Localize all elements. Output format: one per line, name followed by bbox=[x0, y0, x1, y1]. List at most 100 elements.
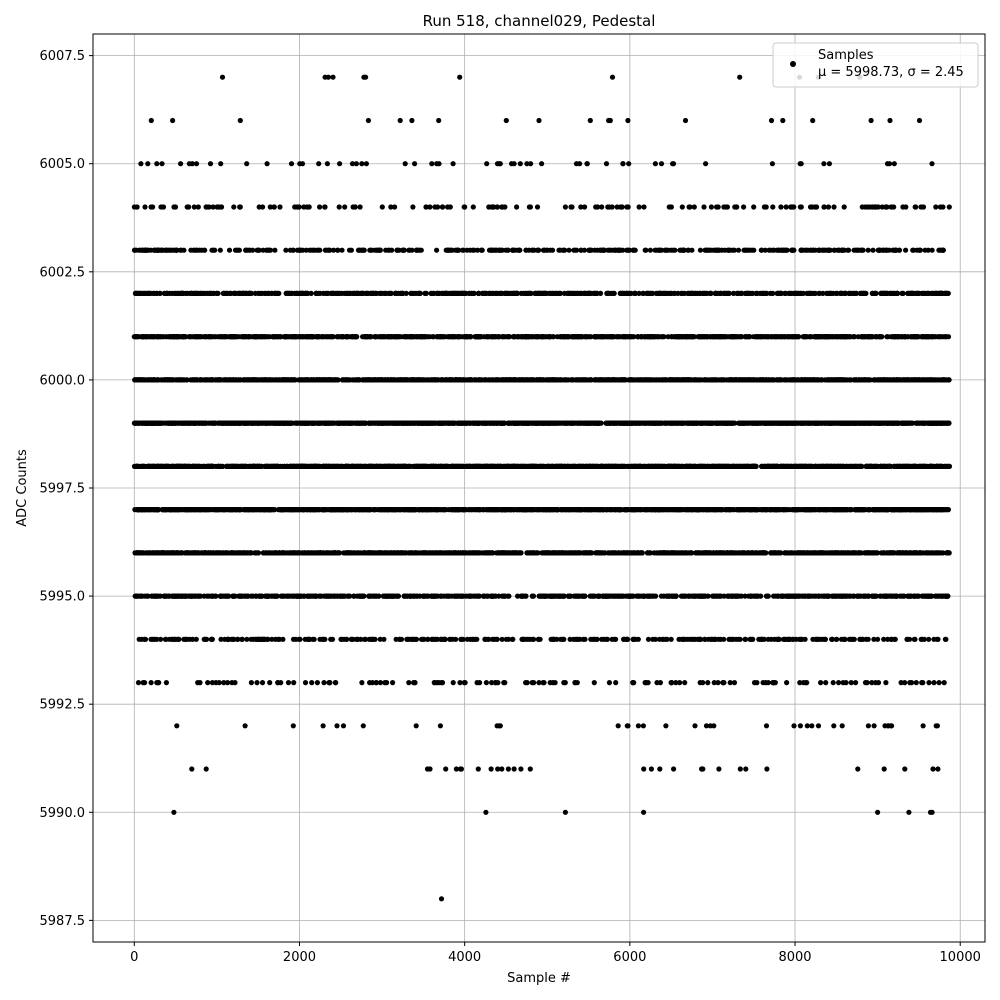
data-point bbox=[511, 507, 517, 513]
data-point bbox=[657, 766, 663, 772]
data-point bbox=[496, 550, 502, 556]
data-point bbox=[651, 507, 657, 513]
data-point bbox=[823, 680, 829, 686]
data-point bbox=[182, 636, 188, 642]
data-point bbox=[144, 550, 151, 556]
data-point bbox=[818, 680, 824, 686]
data-point bbox=[850, 550, 856, 556]
data-point bbox=[231, 636, 237, 642]
data-point bbox=[561, 550, 568, 556]
data-point bbox=[209, 680, 215, 686]
data-point bbox=[703, 723, 710, 729]
data-point bbox=[648, 766, 655, 772]
data-point bbox=[708, 636, 715, 642]
data-point bbox=[745, 550, 751, 556]
data-point bbox=[483, 809, 489, 815]
data-point bbox=[921, 593, 927, 599]
data-point bbox=[575, 593, 581, 599]
data-point bbox=[334, 593, 340, 599]
data-point bbox=[321, 680, 327, 686]
data-point bbox=[673, 680, 679, 686]
data-point bbox=[373, 593, 379, 599]
data-point bbox=[586, 507, 592, 513]
data-point bbox=[340, 723, 347, 729]
data-point bbox=[643, 680, 649, 686]
data-point bbox=[780, 593, 786, 599]
data-point bbox=[216, 507, 222, 513]
data-point bbox=[213, 680, 219, 686]
data-point bbox=[275, 680, 281, 686]
data-point bbox=[230, 593, 236, 599]
data-point bbox=[919, 680, 925, 686]
data-point bbox=[646, 463, 652, 469]
data-point bbox=[139, 593, 145, 599]
data-point bbox=[736, 507, 742, 513]
data-point bbox=[213, 593, 219, 599]
data-point bbox=[754, 550, 760, 556]
data-point bbox=[692, 636, 698, 642]
data-point bbox=[502, 507, 509, 513]
data-point bbox=[417, 593, 423, 599]
data-point bbox=[743, 766, 749, 772]
data-point bbox=[218, 593, 224, 599]
data-point bbox=[784, 507, 790, 513]
data-point bbox=[785, 636, 791, 642]
data-point bbox=[931, 680, 937, 686]
data-point bbox=[259, 507, 265, 513]
data-point bbox=[743, 636, 749, 642]
data-point bbox=[802, 593, 808, 599]
data-point bbox=[942, 636, 949, 642]
data-point bbox=[265, 636, 271, 642]
data-point bbox=[413, 723, 419, 729]
data-point bbox=[193, 593, 199, 599]
data-point bbox=[492, 680, 498, 686]
data-point bbox=[224, 636, 231, 642]
data-point bbox=[476, 550, 482, 556]
data-point bbox=[692, 463, 699, 469]
data-point bbox=[453, 507, 459, 513]
data-point bbox=[873, 680, 879, 686]
data-point bbox=[865, 636, 871, 642]
data-point bbox=[857, 593, 863, 599]
data-point bbox=[163, 680, 169, 686]
data-point bbox=[774, 507, 780, 513]
data-point bbox=[502, 680, 508, 686]
data-point bbox=[175, 593, 181, 599]
data-point bbox=[526, 550, 533, 556]
data-point bbox=[377, 680, 383, 686]
data-point bbox=[748, 593, 754, 599]
data-point bbox=[924, 550, 930, 556]
data-point bbox=[661, 593, 667, 599]
data-point bbox=[869, 680, 875, 686]
data-point bbox=[561, 680, 567, 686]
data-point bbox=[308, 550, 315, 556]
data-point bbox=[607, 507, 614, 513]
data-point bbox=[892, 636, 898, 642]
data-point bbox=[350, 636, 356, 642]
data-point bbox=[682, 680, 688, 686]
data-point bbox=[650, 636, 656, 642]
data-point bbox=[396, 636, 403, 642]
data-point bbox=[211, 507, 217, 513]
data-point bbox=[574, 680, 580, 686]
data-point bbox=[438, 550, 444, 556]
data-point bbox=[783, 550, 789, 556]
data-point bbox=[530, 636, 536, 642]
data-point bbox=[253, 593, 259, 599]
data-point bbox=[844, 550, 851, 556]
data-point bbox=[230, 550, 236, 556]
data-points bbox=[131, 74, 953, 902]
data-point bbox=[522, 507, 528, 513]
data-point bbox=[615, 723, 621, 729]
data-point bbox=[430, 593, 436, 599]
data-point bbox=[711, 680, 717, 686]
data-point bbox=[875, 636, 881, 642]
data-point bbox=[771, 680, 777, 686]
data-point bbox=[833, 636, 839, 642]
data-point bbox=[174, 723, 180, 729]
data-point bbox=[735, 593, 741, 599]
data-point bbox=[338, 593, 344, 599]
data-point bbox=[501, 593, 508, 599]
data-point bbox=[441, 507, 447, 513]
data-point bbox=[416, 507, 422, 513]
